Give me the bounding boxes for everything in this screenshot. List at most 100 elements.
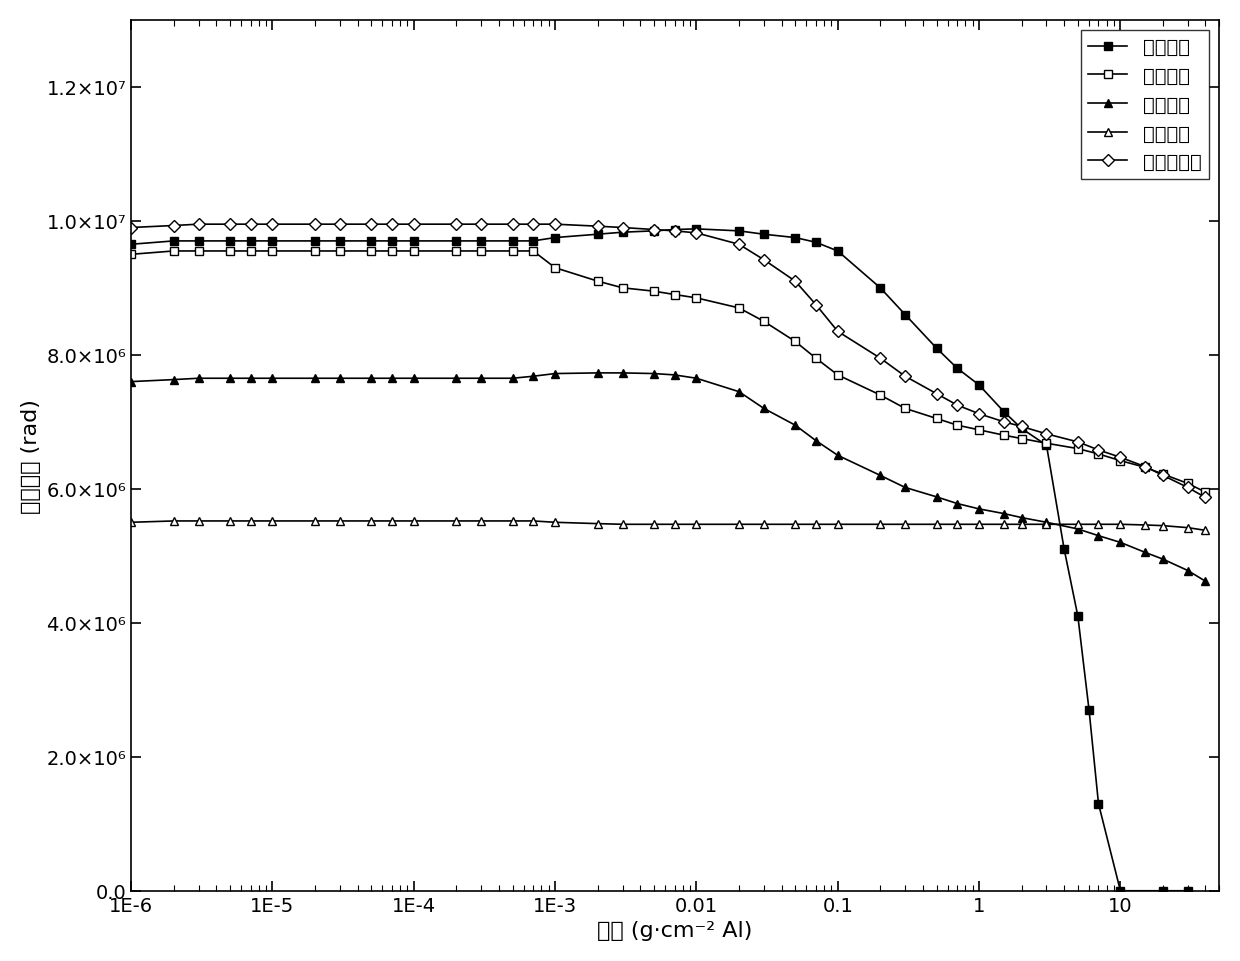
二次光子: [972, 504, 987, 515]
总吸收剂量: [1039, 429, 1054, 440]
俨获电子: [1114, 885, 1128, 897]
太阳质子: [756, 519, 771, 530]
太阳质子: [124, 517, 139, 529]
俨获质子: [243, 246, 258, 258]
太阳质子: [732, 519, 746, 530]
二次光子: [265, 373, 280, 384]
太阳质子: [1114, 519, 1128, 530]
总吸收剂量: [1180, 482, 1195, 494]
Line: 总吸收剂量: 总吸收剂量: [126, 221, 1210, 503]
Line: 太阳质子: 太阳质子: [126, 517, 1210, 535]
俨获电子: [449, 235, 464, 247]
二次光子: [1039, 517, 1054, 529]
俨获电子: [124, 239, 139, 251]
总吸收剂量: [363, 219, 378, 231]
太阳质子: [590, 518, 605, 530]
俨获电子: [756, 230, 771, 241]
总吸收剂量: [474, 219, 489, 231]
俨获质子: [615, 283, 630, 294]
俨获质子: [548, 262, 563, 274]
总吸收剂量: [873, 353, 888, 364]
总吸收剂量: [243, 219, 258, 231]
二次光子: [1014, 512, 1029, 524]
俨获质子: [873, 390, 888, 402]
二次光子: [384, 373, 399, 384]
俨获电子: [1014, 423, 1029, 434]
俨获质子: [308, 246, 322, 258]
太阳质子: [332, 516, 347, 528]
二次光子: [590, 368, 605, 380]
二次光子: [873, 470, 888, 481]
俨获电子: [243, 235, 258, 247]
俨获电子: [548, 233, 563, 244]
太阳质子: [898, 519, 913, 530]
俨获质子: [808, 353, 823, 364]
俨获电子: [1180, 885, 1195, 897]
俨获电子: [384, 235, 399, 247]
二次光子: [407, 373, 422, 384]
总吸收剂量: [166, 220, 181, 232]
太阳质子: [407, 516, 422, 528]
总吸收剂量: [972, 408, 987, 420]
太阳质子: [808, 519, 823, 530]
二次光子: [526, 371, 541, 382]
俨获质子: [526, 246, 541, 258]
太阳质子: [265, 516, 280, 528]
俨获电子: [689, 224, 704, 235]
二次光子: [124, 377, 139, 388]
俨获质子: [1014, 433, 1029, 445]
总吸收剂量: [384, 219, 399, 231]
太阳质子: [929, 519, 944, 530]
俨获质子: [831, 370, 846, 382]
太阳质子: [449, 516, 464, 528]
俨获电子: [808, 237, 823, 249]
总吸收剂量: [929, 388, 944, 400]
总吸收剂量: [1091, 445, 1106, 456]
总吸收剂量: [732, 239, 746, 251]
俨获电子: [873, 283, 888, 294]
Line: 俨获质子: 俨获质子: [126, 248, 1210, 497]
二次光子: [615, 368, 630, 380]
总吸收剂量: [1138, 461, 1153, 473]
总吸收剂量: [332, 219, 347, 231]
二次光子: [308, 373, 322, 384]
俨获质子: [124, 249, 139, 260]
俨获质子: [1070, 443, 1085, 455]
二次光子: [332, 373, 347, 384]
二次光子: [831, 450, 846, 461]
太阳质子: [787, 519, 802, 530]
二次光子: [1114, 537, 1128, 549]
太阳质子: [950, 519, 965, 530]
俨获电子: [222, 235, 237, 247]
二次光子: [1180, 565, 1195, 577]
俨获电子: [363, 235, 378, 247]
俨获质子: [646, 286, 661, 298]
总吸收剂量: [1014, 421, 1029, 432]
俨获质子: [929, 413, 944, 425]
太阳质子: [222, 516, 237, 528]
俨获电子: [308, 235, 322, 247]
总吸收剂量: [548, 219, 563, 231]
太阳质子: [1198, 525, 1213, 536]
太阳质子: [831, 519, 846, 530]
俨获电子: [929, 343, 944, 355]
太阳质子: [615, 519, 630, 530]
俨获质子: [166, 246, 181, 258]
俨获质子: [689, 293, 704, 305]
总吸收剂量: [1070, 436, 1085, 448]
俨获电子: [997, 407, 1012, 418]
俨获电子: [615, 227, 630, 238]
俨获电子: [898, 309, 913, 321]
太阳质子: [548, 517, 563, 529]
俨获质子: [384, 246, 399, 258]
二次光子: [1156, 554, 1171, 565]
总吸收剂量: [898, 371, 913, 382]
俨获质子: [1091, 449, 1106, 460]
总吸收剂量: [950, 400, 965, 411]
二次光子: [898, 482, 913, 494]
太阳质子: [873, 519, 888, 530]
俨获质子: [898, 404, 913, 415]
太阳质子: [646, 519, 661, 530]
总吸收剂量: [756, 255, 771, 266]
太阳质子: [1039, 519, 1054, 530]
